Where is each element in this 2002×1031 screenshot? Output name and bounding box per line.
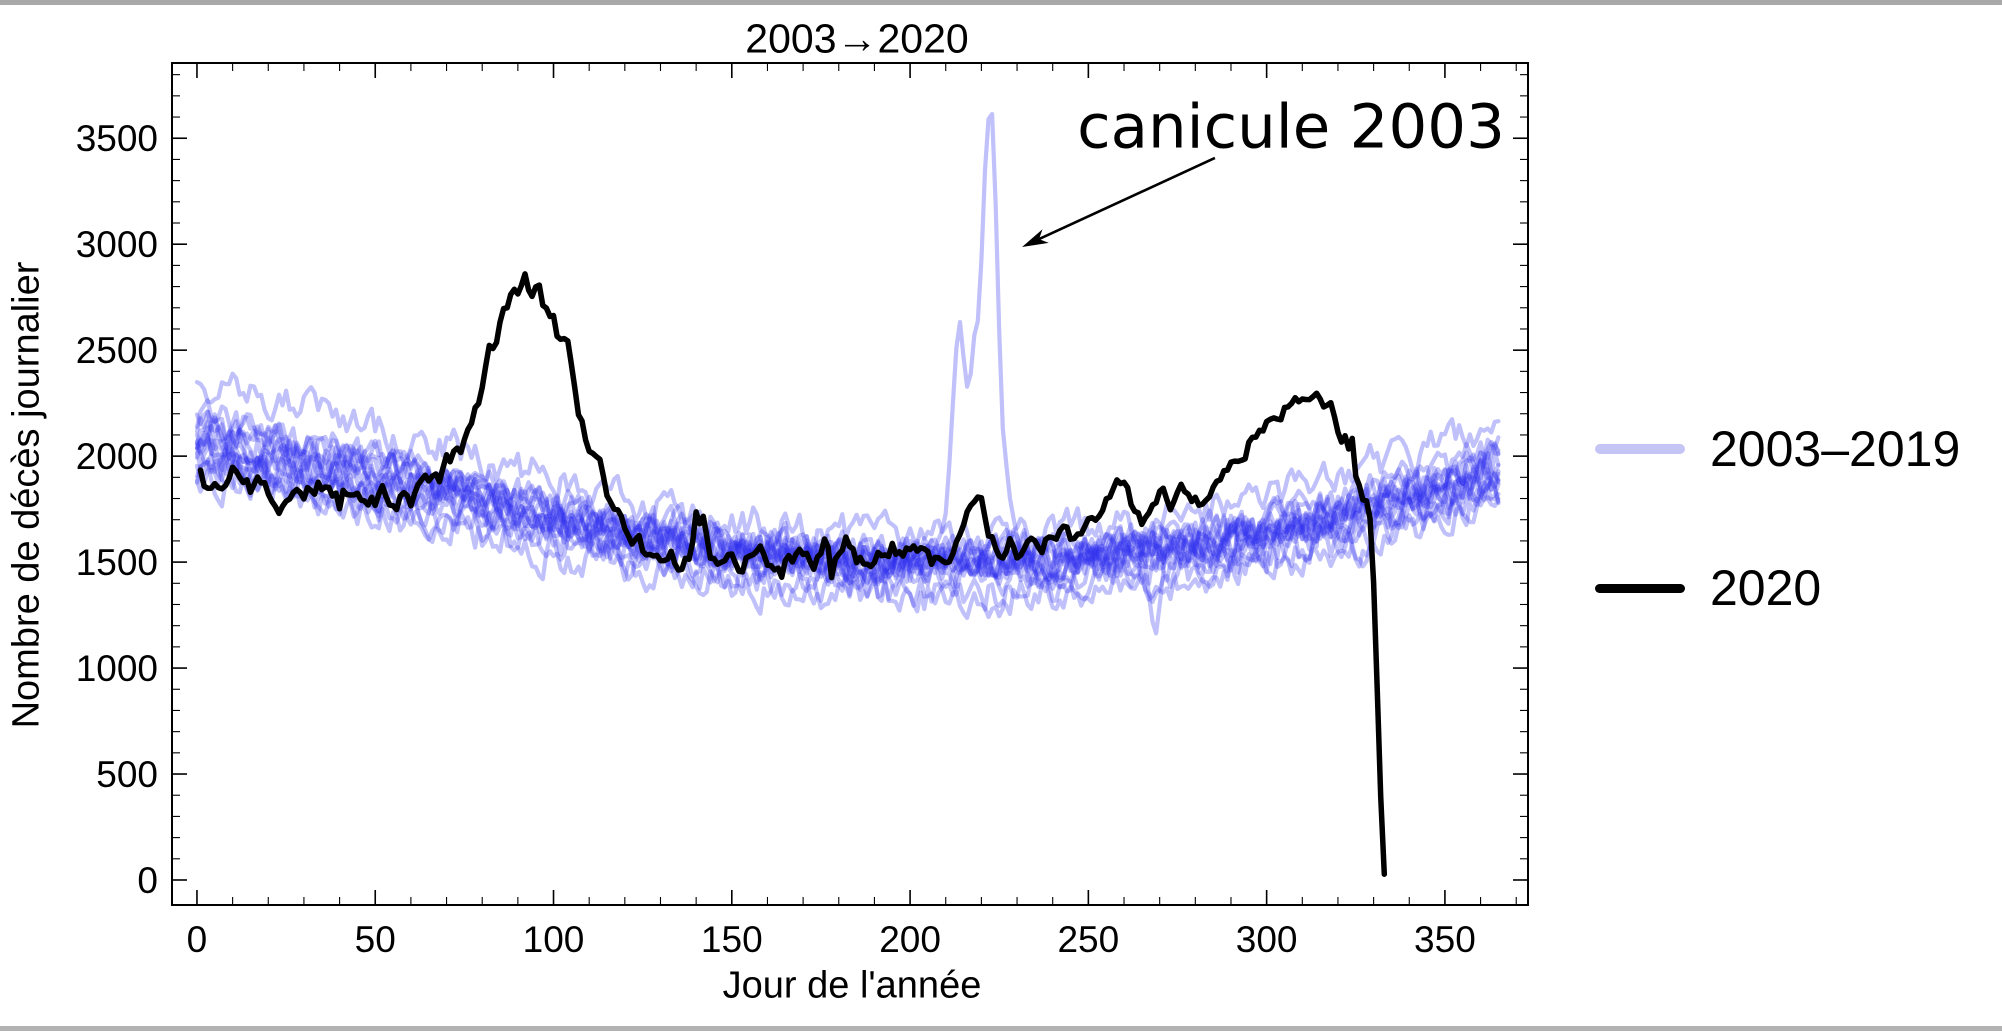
x-tick-label: 0 <box>187 919 208 960</box>
x-tick-label: 100 <box>523 919 585 960</box>
annotation-arrow <box>1022 156 1216 247</box>
legend-swatch-2003-2019 <box>1595 444 1685 454</box>
x-tick-label: 250 <box>1057 919 1119 960</box>
year-line <box>194 438 1501 584</box>
plot-frame <box>171 62 1529 906</box>
year-line <box>194 409 1501 578</box>
y-tick-label: 1500 <box>76 542 158 583</box>
tick-labels: 0 50 100 150 200 250 300 3500500100015002000250… <box>76 118 1476 960</box>
legend-label-2003-2019: 2003–2019 <box>1710 421 1961 477</box>
x-tick-label: 300 <box>1236 919 1298 960</box>
axis-ticks <box>172 63 1528 905</box>
x-tick-label: 150 <box>701 919 763 960</box>
year-line <box>194 415 1501 583</box>
y-tick-label: 1000 <box>76 648 158 689</box>
legend-swatch-2020 <box>1595 583 1685 593</box>
y-tick-label: 2000 <box>76 436 158 477</box>
year-line <box>194 425 1501 581</box>
year-line <box>194 412 1501 586</box>
x-axis-label: Jour de l'année <box>722 964 982 1007</box>
y-tick-label: 3000 <box>76 224 158 265</box>
year-line <box>194 371 1501 558</box>
legend-entry-2020: 2020 <box>1595 559 1821 617</box>
annotation-arrowhead <box>1022 229 1049 247</box>
y-tick-label: 0 <box>137 860 158 901</box>
year-line <box>194 460 1501 621</box>
y-tick-label: 2500 <box>76 330 158 371</box>
annotation-arrow-line <box>1038 156 1216 241</box>
x-tick-label: 200 <box>879 919 941 960</box>
year-line <box>194 422 1501 591</box>
legend-entry-2003-2019: 2003–2019 <box>1595 420 1960 478</box>
x-tick-label: 350 <box>1414 919 1476 960</box>
year-line <box>194 409 1501 636</box>
chart-title: 2003→2020 <box>745 15 969 62</box>
series-2020-line <box>197 271 1388 877</box>
x-tick-label: 50 <box>355 919 396 960</box>
window-edge-bottom <box>0 1026 2002 1031</box>
window-edge-top <box>0 0 2002 5</box>
series-2020 <box>197 271 1388 877</box>
series-2003-2019-lines <box>194 111 1501 636</box>
y-axis-label: Nombre de décès journalier <box>5 261 48 729</box>
y-tick-label: 500 <box>96 754 158 795</box>
legend-label-2020: 2020 <box>1710 560 1822 616</box>
y-tick-label: 3500 <box>76 118 158 159</box>
year-line <box>194 457 1501 617</box>
annotation-canicule-2003: canicule 2003 <box>1077 91 1505 163</box>
